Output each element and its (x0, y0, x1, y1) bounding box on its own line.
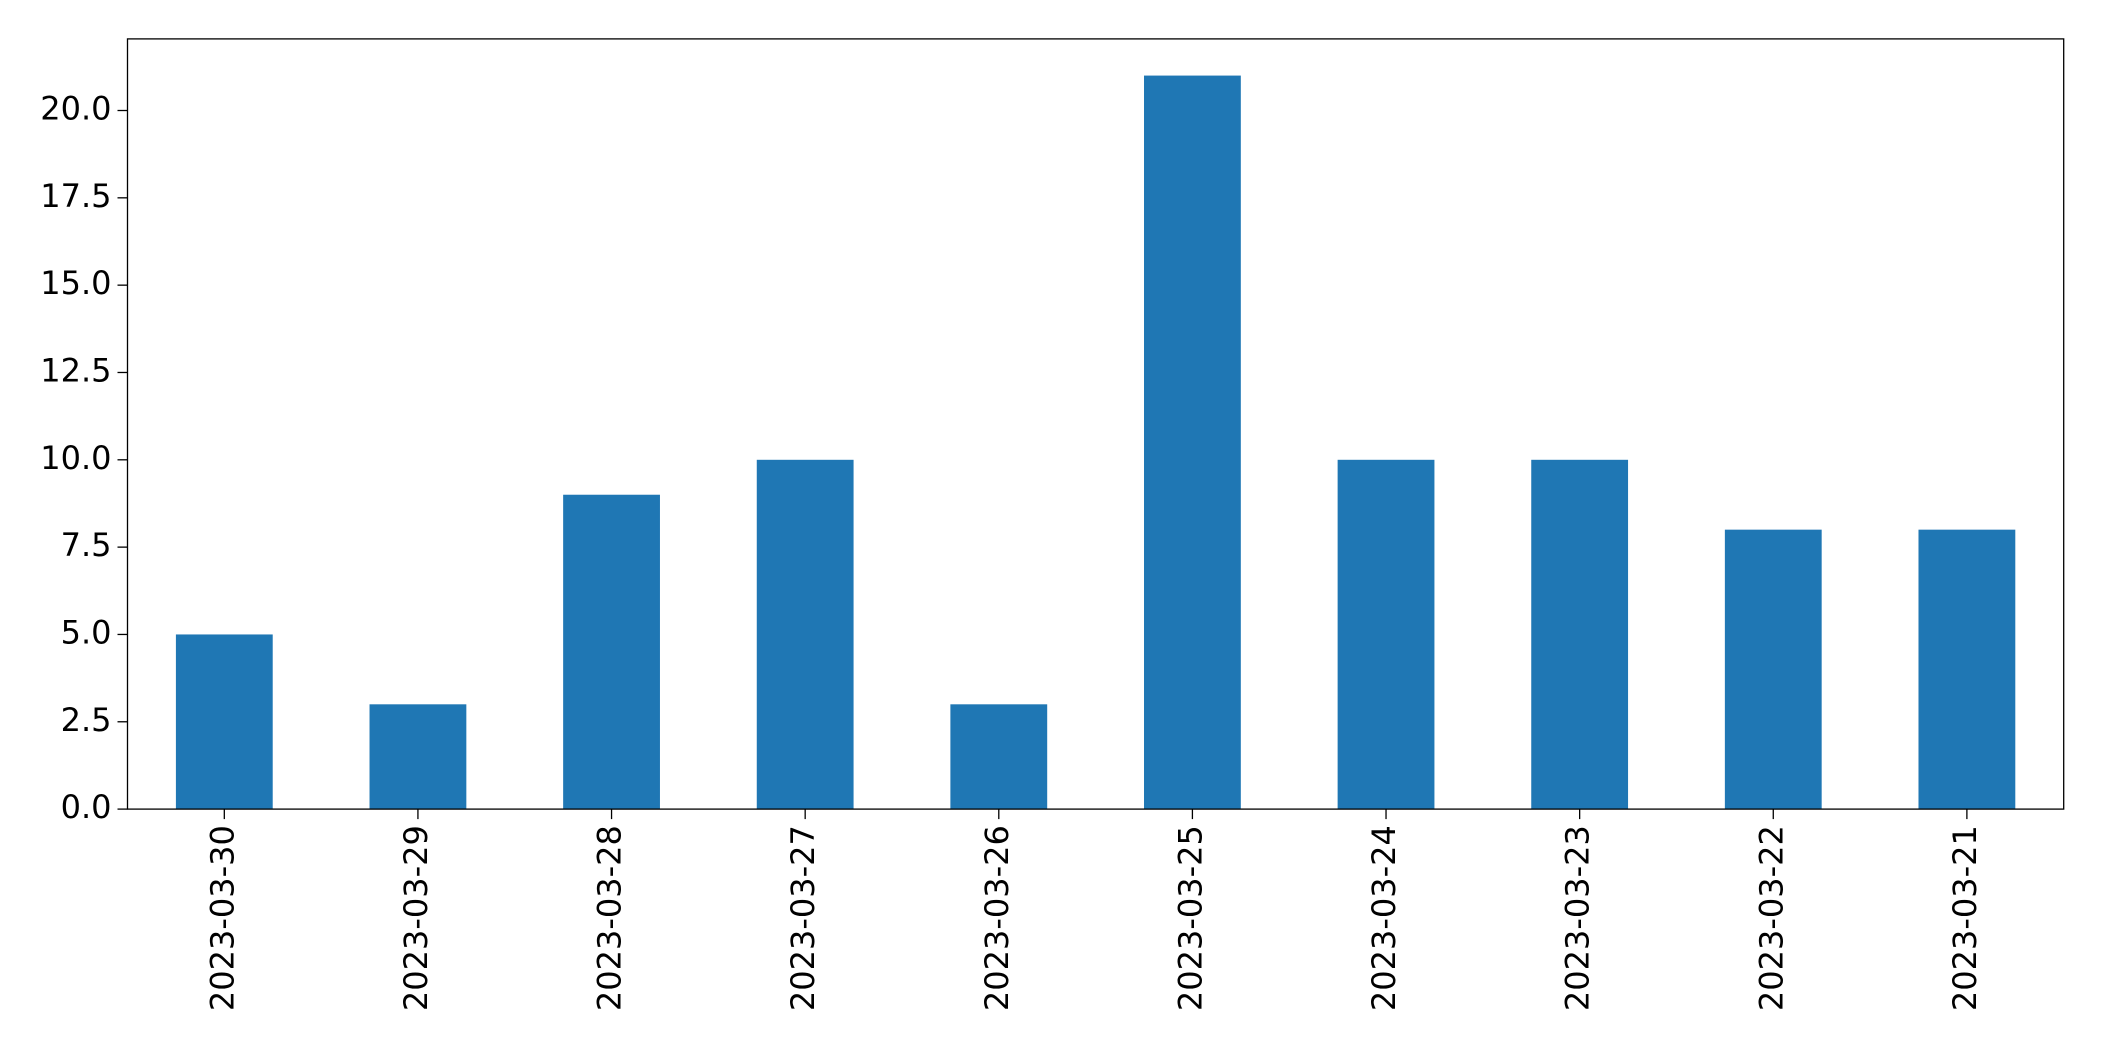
plot-frame (126, 38, 2065, 810)
bar (1724, 529, 1822, 810)
x-tick-label: 2023-03-28 (591, 825, 629, 1011)
x-tick-label: 2023-03-21 (1946, 825, 1984, 1011)
bar (1337, 459, 1435, 810)
x-tick-label: 2023-03-22 (1752, 825, 1790, 1011)
x-tick-label: 2023-03-24 (1365, 825, 1403, 1011)
y-tick-label: 7.5 (61, 526, 112, 564)
bar (369, 704, 467, 810)
y-tick-label: 0.0 (61, 788, 112, 826)
y-tick-label: 5.0 (61, 613, 112, 651)
bar (950, 704, 1048, 810)
x-tick-label: 2023-03-27 (784, 825, 822, 1011)
y-tick-label: 2.5 (61, 701, 112, 739)
y-tick-label: 15.0 (40, 264, 111, 302)
bar (1531, 459, 1629, 810)
bar (563, 494, 660, 810)
x-tick-label: 2023-03-25 (1171, 825, 1209, 1011)
bar (1144, 75, 1241, 810)
y-tick-label: 17.5 (40, 177, 111, 215)
x-tick-label: 2023-03-30 (203, 825, 241, 1011)
y-tick-label: 12.5 (40, 351, 111, 389)
bar (175, 634, 273, 810)
y-tick-label: 10.0 (40, 439, 111, 477)
x-tick-label: 2023-03-23 (1559, 825, 1597, 1011)
bar (756, 459, 854, 810)
x-tick-label: 2023-03-29 (397, 825, 435, 1011)
bar (1918, 529, 2016, 810)
y-tick-label: 20.0 (40, 90, 111, 128)
x-tick-label: 2023-03-26 (978, 825, 1016, 1011)
